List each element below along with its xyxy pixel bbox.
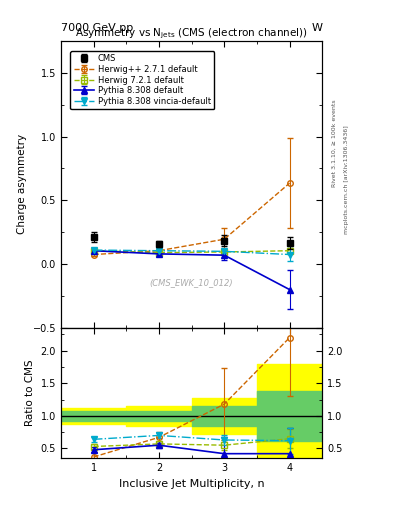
Y-axis label: Charge asymmetry: Charge asymmetry: [17, 134, 27, 234]
Text: Rivet 3.1.10, ≥ 100k events: Rivet 3.1.10, ≥ 100k events: [332, 99, 337, 187]
Text: (CMS_EWK_10_012): (CMS_EWK_10_012): [150, 278, 233, 287]
Title: Asymmetry vs N$_{\mathrm{jets}}$ (CMS (electron channel)): Asymmetry vs N$_{\mathrm{jets}}$ (CMS (e…: [75, 27, 308, 41]
X-axis label: Inclusive Jet Multiplicity, n: Inclusive Jet Multiplicity, n: [119, 479, 264, 488]
Text: 7000 GeV pp: 7000 GeV pp: [61, 23, 133, 33]
Y-axis label: Ratio to CMS: Ratio to CMS: [25, 360, 35, 426]
Text: mcplots.cern.ch [arXiv:1306.3436]: mcplots.cern.ch [arXiv:1306.3436]: [344, 125, 349, 233]
Text: W: W: [311, 23, 322, 33]
Legend: CMS, Herwig++ 2.7.1 default, Herwig 7.2.1 default, Pythia 8.308 default, Pythia : CMS, Herwig++ 2.7.1 default, Herwig 7.2.…: [70, 51, 214, 109]
